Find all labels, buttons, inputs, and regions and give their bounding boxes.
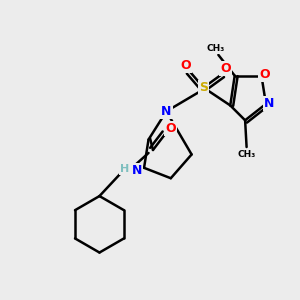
Text: S: S bbox=[199, 81, 208, 94]
Text: O: O bbox=[220, 62, 231, 75]
Text: O: O bbox=[259, 68, 270, 81]
Text: CH₃: CH₃ bbox=[238, 150, 256, 159]
Text: N: N bbox=[264, 98, 274, 110]
Text: N: N bbox=[161, 105, 172, 118]
Text: H: H bbox=[120, 164, 129, 174]
Text: O: O bbox=[165, 122, 175, 135]
Text: N: N bbox=[131, 164, 142, 177]
Text: O: O bbox=[180, 59, 191, 72]
Text: CH₃: CH₃ bbox=[206, 44, 224, 53]
